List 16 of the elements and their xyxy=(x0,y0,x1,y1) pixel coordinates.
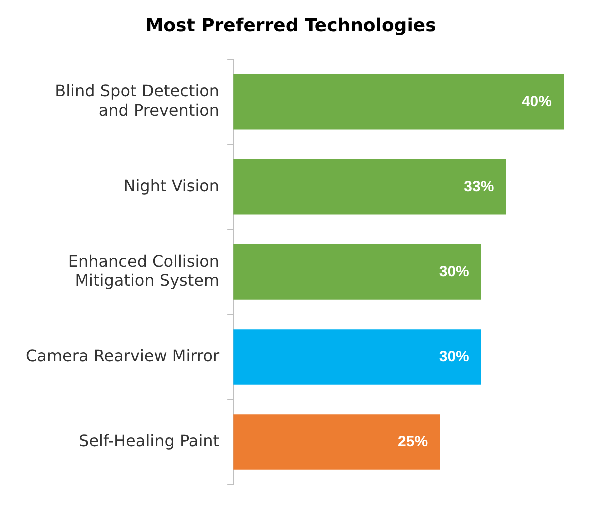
y-tick-label: Night Vision xyxy=(124,176,220,196)
y-tick-label: Enhanced Collision Mitigation System xyxy=(68,252,220,290)
y-tick-label: Blind Spot Detection and Prevention xyxy=(55,82,220,120)
chart-title: Most Preferred Technologies xyxy=(146,15,436,36)
y-tick-label: Self-Healing Paint xyxy=(79,431,220,450)
bar xyxy=(234,330,482,385)
y-tick-label: Camera Rearview Mirror xyxy=(26,346,220,366)
bar xyxy=(234,414,440,470)
data-label: 40% xyxy=(522,93,552,110)
data-label: 33% xyxy=(464,178,494,196)
data-label: 25% xyxy=(398,433,428,450)
bar xyxy=(234,244,482,300)
data-label: 30% xyxy=(439,263,470,280)
bar xyxy=(234,160,506,215)
data-label: 30% xyxy=(439,348,470,366)
bar xyxy=(234,74,564,130)
